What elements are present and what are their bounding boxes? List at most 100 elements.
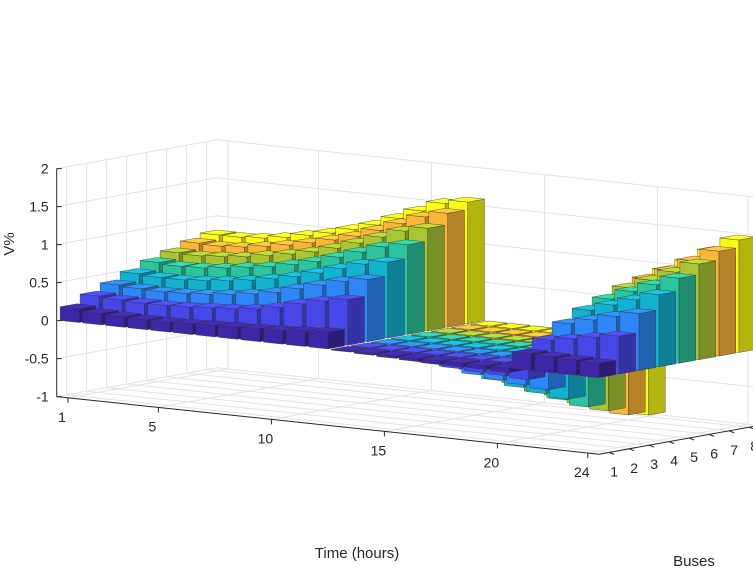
bar-top bbox=[461, 348, 498, 354]
bar-top bbox=[419, 349, 455, 356]
bar-side bbox=[638, 310, 656, 371]
y-tick-label: 8 bbox=[750, 438, 753, 454]
z-gridline bbox=[56, 177, 753, 236]
y-tick-mark bbox=[608, 451, 615, 455]
bar-top bbox=[459, 342, 495, 348]
bar-top bbox=[218, 321, 255, 328]
bar-top bbox=[396, 347, 433, 353]
z-tick-label: 0 bbox=[41, 313, 49, 329]
bar-top bbox=[479, 338, 515, 345]
bar-top bbox=[376, 350, 413, 357]
bar-top bbox=[162, 261, 199, 267]
bars-layer bbox=[59, 196, 753, 416]
bar-top bbox=[413, 337, 450, 344]
x-axis-line bbox=[56, 396, 600, 455]
bar-side bbox=[678, 274, 696, 364]
bar-top bbox=[428, 208, 465, 214]
bar-top bbox=[466, 360, 503, 366]
bar-top bbox=[368, 256, 405, 263]
y-tick-mark bbox=[648, 444, 655, 448]
bar-top bbox=[60, 303, 96, 310]
bar-top bbox=[456, 336, 493, 342]
x-tick-label: 5 bbox=[149, 418, 157, 434]
bar-top bbox=[373, 344, 410, 351]
x-tick-label: 24 bbox=[574, 464, 590, 480]
bar-top bbox=[453, 330, 490, 336]
x-gridline bbox=[67, 141, 229, 399]
y-axis-label: Buses bbox=[673, 553, 715, 569]
x-tick-label: 15 bbox=[371, 442, 387, 458]
bar-front bbox=[263, 328, 283, 345]
bar-top bbox=[433, 334, 470, 340]
bar-top bbox=[719, 234, 753, 241]
bar-top bbox=[388, 239, 425, 246]
y-gridline bbox=[186, 145, 730, 432]
z-tick-label: -1 bbox=[36, 389, 49, 405]
bar-top bbox=[431, 328, 468, 334]
bar-top bbox=[142, 272, 179, 278]
x-tick-label: 20 bbox=[484, 454, 500, 470]
bar-top bbox=[557, 354, 594, 361]
bar-top bbox=[499, 335, 535, 341]
x-tick-label: 10 bbox=[258, 430, 274, 446]
bar-top bbox=[399, 353, 435, 359]
bar-top bbox=[448, 196, 485, 203]
bar-top bbox=[639, 289, 676, 295]
z-gridline bbox=[56, 367, 753, 426]
y-gridline bbox=[206, 141, 750, 428]
bar-side bbox=[327, 328, 345, 350]
bar-top bbox=[439, 346, 475, 352]
bar-top bbox=[100, 279, 136, 286]
y-axis-line bbox=[599, 425, 753, 455]
y-tick-label: 2 bbox=[630, 460, 638, 476]
bar-top bbox=[127, 314, 164, 321]
bar-side bbox=[407, 241, 425, 335]
y-tick-label: 7 bbox=[730, 442, 738, 458]
y-tick-label: 5 bbox=[690, 449, 698, 465]
bar-side bbox=[367, 276, 385, 342]
bar-top bbox=[328, 294, 365, 300]
bar-top bbox=[534, 351, 571, 358]
x-gridline bbox=[384, 174, 545, 432]
bar-top bbox=[391, 335, 428, 341]
bar-top bbox=[353, 348, 390, 354]
bar-top bbox=[579, 357, 616, 364]
bar-top bbox=[512, 348, 548, 355]
bar-top bbox=[371, 338, 408, 345]
bar-top bbox=[699, 245, 736, 252]
y-tick-mark bbox=[748, 426, 753, 430]
bar-top bbox=[105, 311, 142, 317]
bar-front bbox=[195, 323, 215, 338]
bar-top bbox=[411, 331, 448, 338]
axes-layer: -1-0.500.511.52151015202412345678 bbox=[25, 161, 753, 480]
y-tick-label: 3 bbox=[650, 456, 658, 472]
bar-front bbox=[218, 324, 238, 340]
bar-top bbox=[82, 308, 119, 314]
bar-top bbox=[160, 247, 196, 254]
bar-side bbox=[738, 237, 753, 353]
bar-top bbox=[416, 343, 453, 350]
bar-top bbox=[619, 308, 656, 314]
bar-top bbox=[451, 324, 488, 330]
bar-front bbox=[557, 357, 577, 376]
y-tick-label: 4 bbox=[670, 453, 678, 469]
y-tick-label: 6 bbox=[710, 445, 718, 461]
bar-front bbox=[285, 329, 306, 347]
bar-top bbox=[408, 223, 445, 229]
z-gridline bbox=[56, 215, 753, 274]
y-tick-label: 1 bbox=[610, 463, 618, 479]
bar-side bbox=[467, 198, 485, 324]
x-gridline bbox=[158, 150, 319, 408]
bar-side bbox=[618, 332, 636, 375]
bar-top bbox=[599, 330, 636, 337]
bar-front bbox=[308, 329, 328, 350]
bar-top bbox=[441, 352, 478, 358]
bar-top bbox=[125, 297, 162, 304]
bar-side bbox=[387, 258, 405, 339]
bar-top bbox=[180, 237, 216, 244]
bar-top bbox=[471, 320, 508, 327]
bar-top bbox=[140, 257, 176, 263]
bar-top bbox=[200, 229, 236, 236]
z-tick-label: 1.5 bbox=[29, 199, 49, 215]
